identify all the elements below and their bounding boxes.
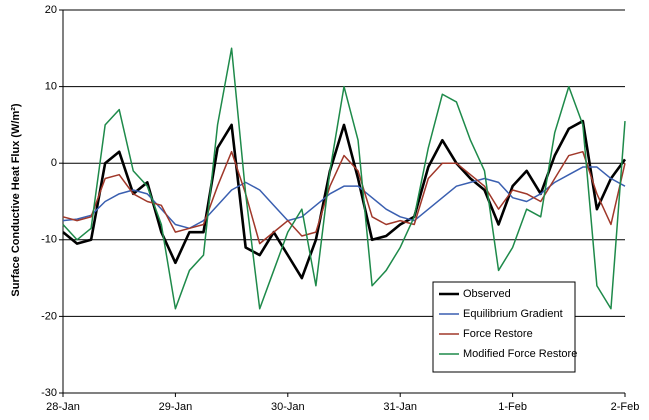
series-line [62,166,626,230]
y-axis-label: Surface Conductive Heat Flux (W/m²) [10,103,22,296]
y-tick-label: 10 [45,81,57,93]
legend-label: Modified Force Restore [463,348,577,360]
y-tick-label: 20 [45,4,57,16]
y-tick-label: -10 [41,234,57,246]
y-tick-label: 0 [51,157,57,169]
x-tick-label: 29-Jan [159,401,193,413]
x-tick-label: 28-Jan [46,401,80,413]
series-line [62,119,627,280]
y-tick-label: -20 [41,310,57,322]
legend-label: Observed [463,288,511,300]
series-line [62,47,626,310]
legend-label: Equilibrium Gradient [463,308,563,320]
legend-label: Force Restore [463,328,533,340]
x-tick-label: 2-Feb [611,401,640,413]
series-line [62,150,626,245]
x-tick-label: 30-Jan [271,401,305,413]
x-tick-label: 1-Feb [498,401,527,413]
legend: Observed Equilibrium Gradient Force Restor… [432,281,577,373]
x-tick-label: 31-Jan [383,401,417,413]
y-tick-label: -30 [41,387,57,399]
legend-box [432,281,576,373]
